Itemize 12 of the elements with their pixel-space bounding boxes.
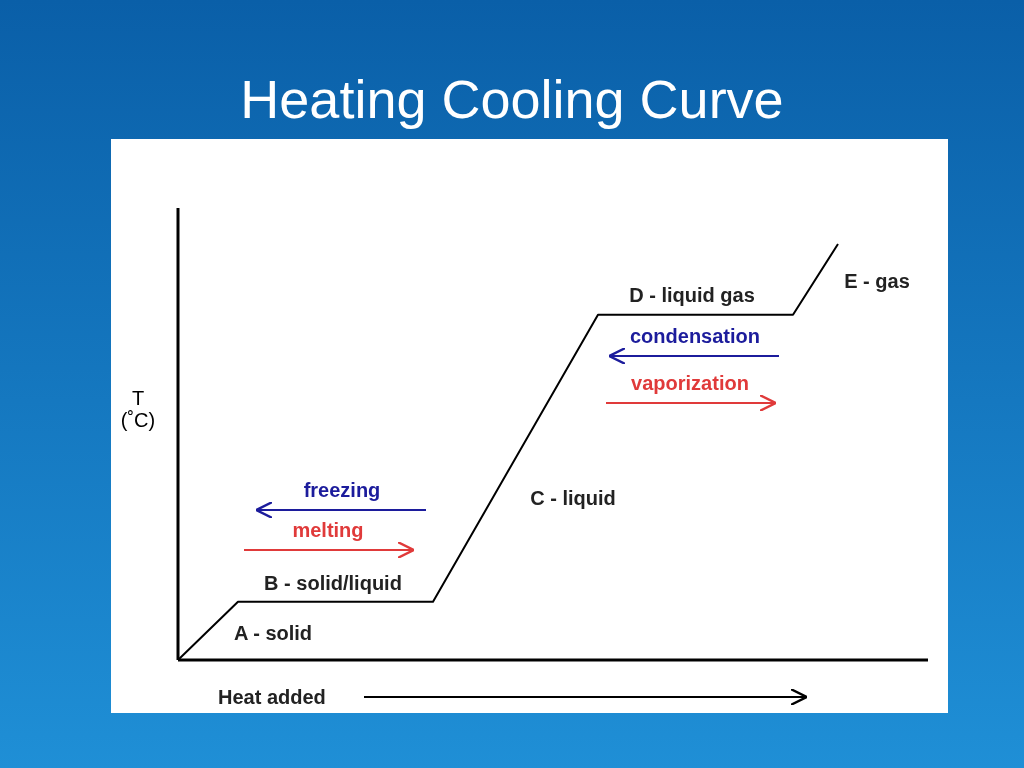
annotation: condensation xyxy=(629,325,761,347)
annotation: melting xyxy=(292,519,364,541)
annotation: A - solid xyxy=(233,622,313,644)
annotation: B - solid/liquid xyxy=(264,572,402,594)
chart-title: Heating Cooling Curve xyxy=(240,69,784,129)
annotation: E - gas xyxy=(844,270,910,292)
y-axis-title: T (˚C) xyxy=(120,387,156,431)
annotation: freezing xyxy=(303,479,381,501)
annotation: vaporization xyxy=(631,372,749,394)
annotation: C - liquid xyxy=(530,487,616,509)
x-axis-title: Heat added xyxy=(218,686,326,708)
annotation: D - liquid gas xyxy=(629,284,755,306)
